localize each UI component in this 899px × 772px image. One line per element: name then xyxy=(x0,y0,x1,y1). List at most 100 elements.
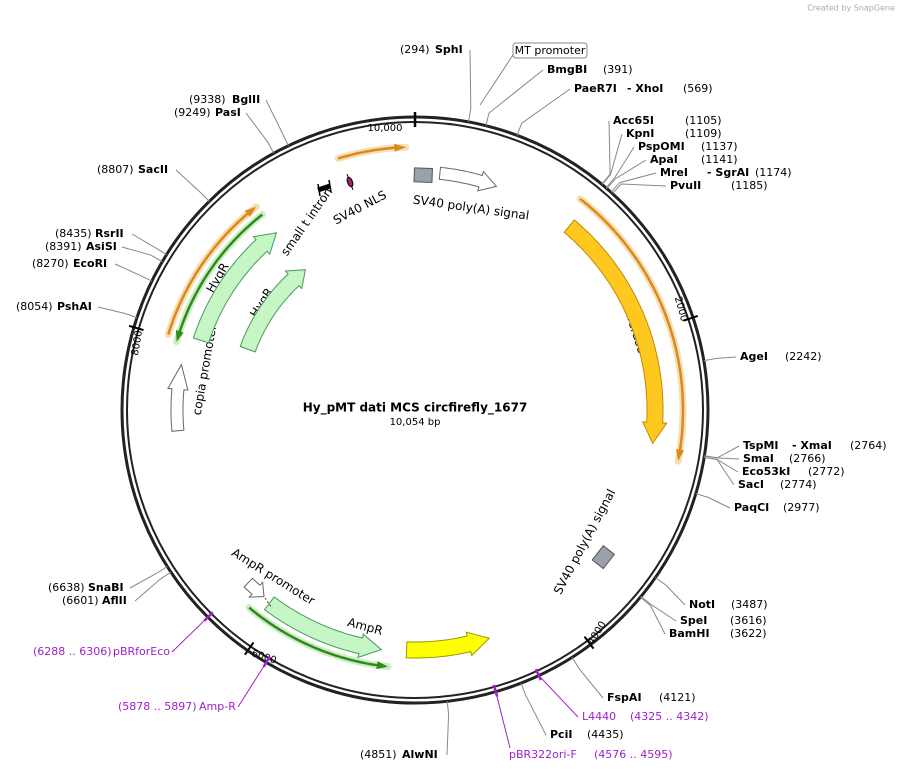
orange-primer-arc-head xyxy=(244,206,257,217)
site-leader xyxy=(467,49,472,122)
site-leader xyxy=(175,169,210,202)
site-name: Acc65I xyxy=(613,114,654,127)
orange-primer-arc-head xyxy=(676,449,684,462)
site-leader xyxy=(703,356,737,362)
site-position: (2774) xyxy=(780,478,817,491)
site-position: (4121) xyxy=(659,691,696,704)
site-name: SacI xyxy=(738,478,764,491)
ampr-arrow xyxy=(263,596,383,659)
site-position: (1109) xyxy=(685,127,722,140)
primer-range: (6288 .. 6306) xyxy=(33,645,112,658)
site-position: (1174) xyxy=(755,166,792,179)
site-leader xyxy=(131,233,167,256)
feature-label: small t intron xyxy=(278,185,335,258)
site-leader xyxy=(571,657,604,699)
site-name: PvuII xyxy=(670,179,701,192)
site-name: MreI xyxy=(660,166,688,179)
site-name: SphI xyxy=(435,43,463,56)
site-leader xyxy=(610,172,657,193)
green-primer-arc xyxy=(177,213,264,334)
site-leader xyxy=(601,120,611,185)
site-leader xyxy=(520,683,547,736)
leader xyxy=(479,54,514,106)
site-position: (8435) xyxy=(55,227,92,240)
tick-mark xyxy=(244,641,255,656)
site-name: SacII xyxy=(138,163,168,176)
site-leader xyxy=(446,701,450,756)
site-name: AlwNI xyxy=(402,748,438,761)
hygr-arrow xyxy=(192,232,278,344)
tick-label: 8000 xyxy=(130,330,145,357)
site-position: (569) xyxy=(683,82,713,95)
site-position: (4435) xyxy=(587,728,624,741)
feature-box xyxy=(512,42,588,59)
site-position: (2766) xyxy=(789,452,826,465)
site-leader xyxy=(695,493,731,509)
site-position: (2242) xyxy=(785,350,822,363)
site-leader xyxy=(612,183,667,194)
site-name: SmaI xyxy=(743,452,774,465)
plasmid-length: 10,054 bp xyxy=(390,417,441,428)
sv40-polya-arrow xyxy=(438,166,498,192)
orange-primer-arc xyxy=(167,211,250,335)
primer-name: L4440 xyxy=(582,710,616,723)
site-name: PciI xyxy=(550,728,572,741)
feature-label: SV40 poly(A) signal xyxy=(412,193,530,223)
site-name: - SgrAI xyxy=(707,166,749,179)
site-leader xyxy=(265,99,289,147)
primer-leader xyxy=(538,675,579,718)
site-name: AsiSI xyxy=(86,240,117,253)
site-position: (4851) xyxy=(360,748,397,761)
site-position: (2772) xyxy=(808,465,845,478)
primer-leader xyxy=(171,616,209,653)
primer-name: Amp-R xyxy=(199,700,236,713)
site-name: PshAI xyxy=(57,300,92,313)
site-name: - XhoI xyxy=(627,82,663,95)
site-position: (8270) xyxy=(32,257,69,270)
site-position: (9338) xyxy=(189,93,226,106)
site-leader xyxy=(516,88,571,136)
primer-range: (4325 .. 4342) xyxy=(630,710,709,723)
site-name: PspOMI xyxy=(638,140,685,153)
primer-name: pBRforEco xyxy=(113,645,170,658)
site-position: (1141) xyxy=(701,153,738,166)
site-name: NotI xyxy=(689,598,715,611)
green-primer-arc-head xyxy=(376,661,388,670)
site-leader xyxy=(640,596,677,622)
primer-leader xyxy=(237,662,267,708)
luciferase-arrow xyxy=(563,219,668,445)
site-position: (391) xyxy=(603,63,633,76)
site-name: SpeI xyxy=(680,614,707,627)
site-leader xyxy=(704,455,740,460)
plasmid-title: Hy_pMT dati MCS circfirefly_1677 xyxy=(303,401,528,416)
site-name: AflII xyxy=(102,594,127,607)
orange-primer-arc xyxy=(337,146,397,160)
site-name: ApaI xyxy=(650,153,678,166)
primer-mark xyxy=(534,668,543,681)
tick-label: 6000 xyxy=(250,648,278,666)
feature-label: MT promoter xyxy=(515,44,586,57)
tick-mark xyxy=(583,636,595,650)
site-leader xyxy=(129,566,168,589)
primer-name: pBR322ori-F xyxy=(509,748,577,761)
site-leader xyxy=(704,456,735,486)
ampr-promoter-arrow xyxy=(243,577,265,598)
site-leader xyxy=(97,306,138,318)
feature-label: SV40 NLS xyxy=(331,188,389,228)
small-t-intron-mark xyxy=(317,179,332,197)
polya-box xyxy=(413,167,433,183)
site-name: BmgBI xyxy=(547,63,587,76)
green-primer-arc xyxy=(248,606,380,667)
site-leader xyxy=(121,246,163,263)
tick-mark xyxy=(683,314,699,322)
orange-primer-arc xyxy=(579,197,685,453)
copia-promoter-arrow xyxy=(167,363,189,432)
site-name: PaqCI xyxy=(734,501,769,514)
site-name: PaeR7I xyxy=(574,82,617,95)
ori-arrow xyxy=(405,631,491,659)
sv40-nls-mark xyxy=(346,173,354,191)
site-name: RsrII xyxy=(95,227,124,240)
feature-label: AmpR xyxy=(346,615,384,638)
site-leader xyxy=(485,69,544,126)
site-position: (6601) xyxy=(62,594,99,607)
